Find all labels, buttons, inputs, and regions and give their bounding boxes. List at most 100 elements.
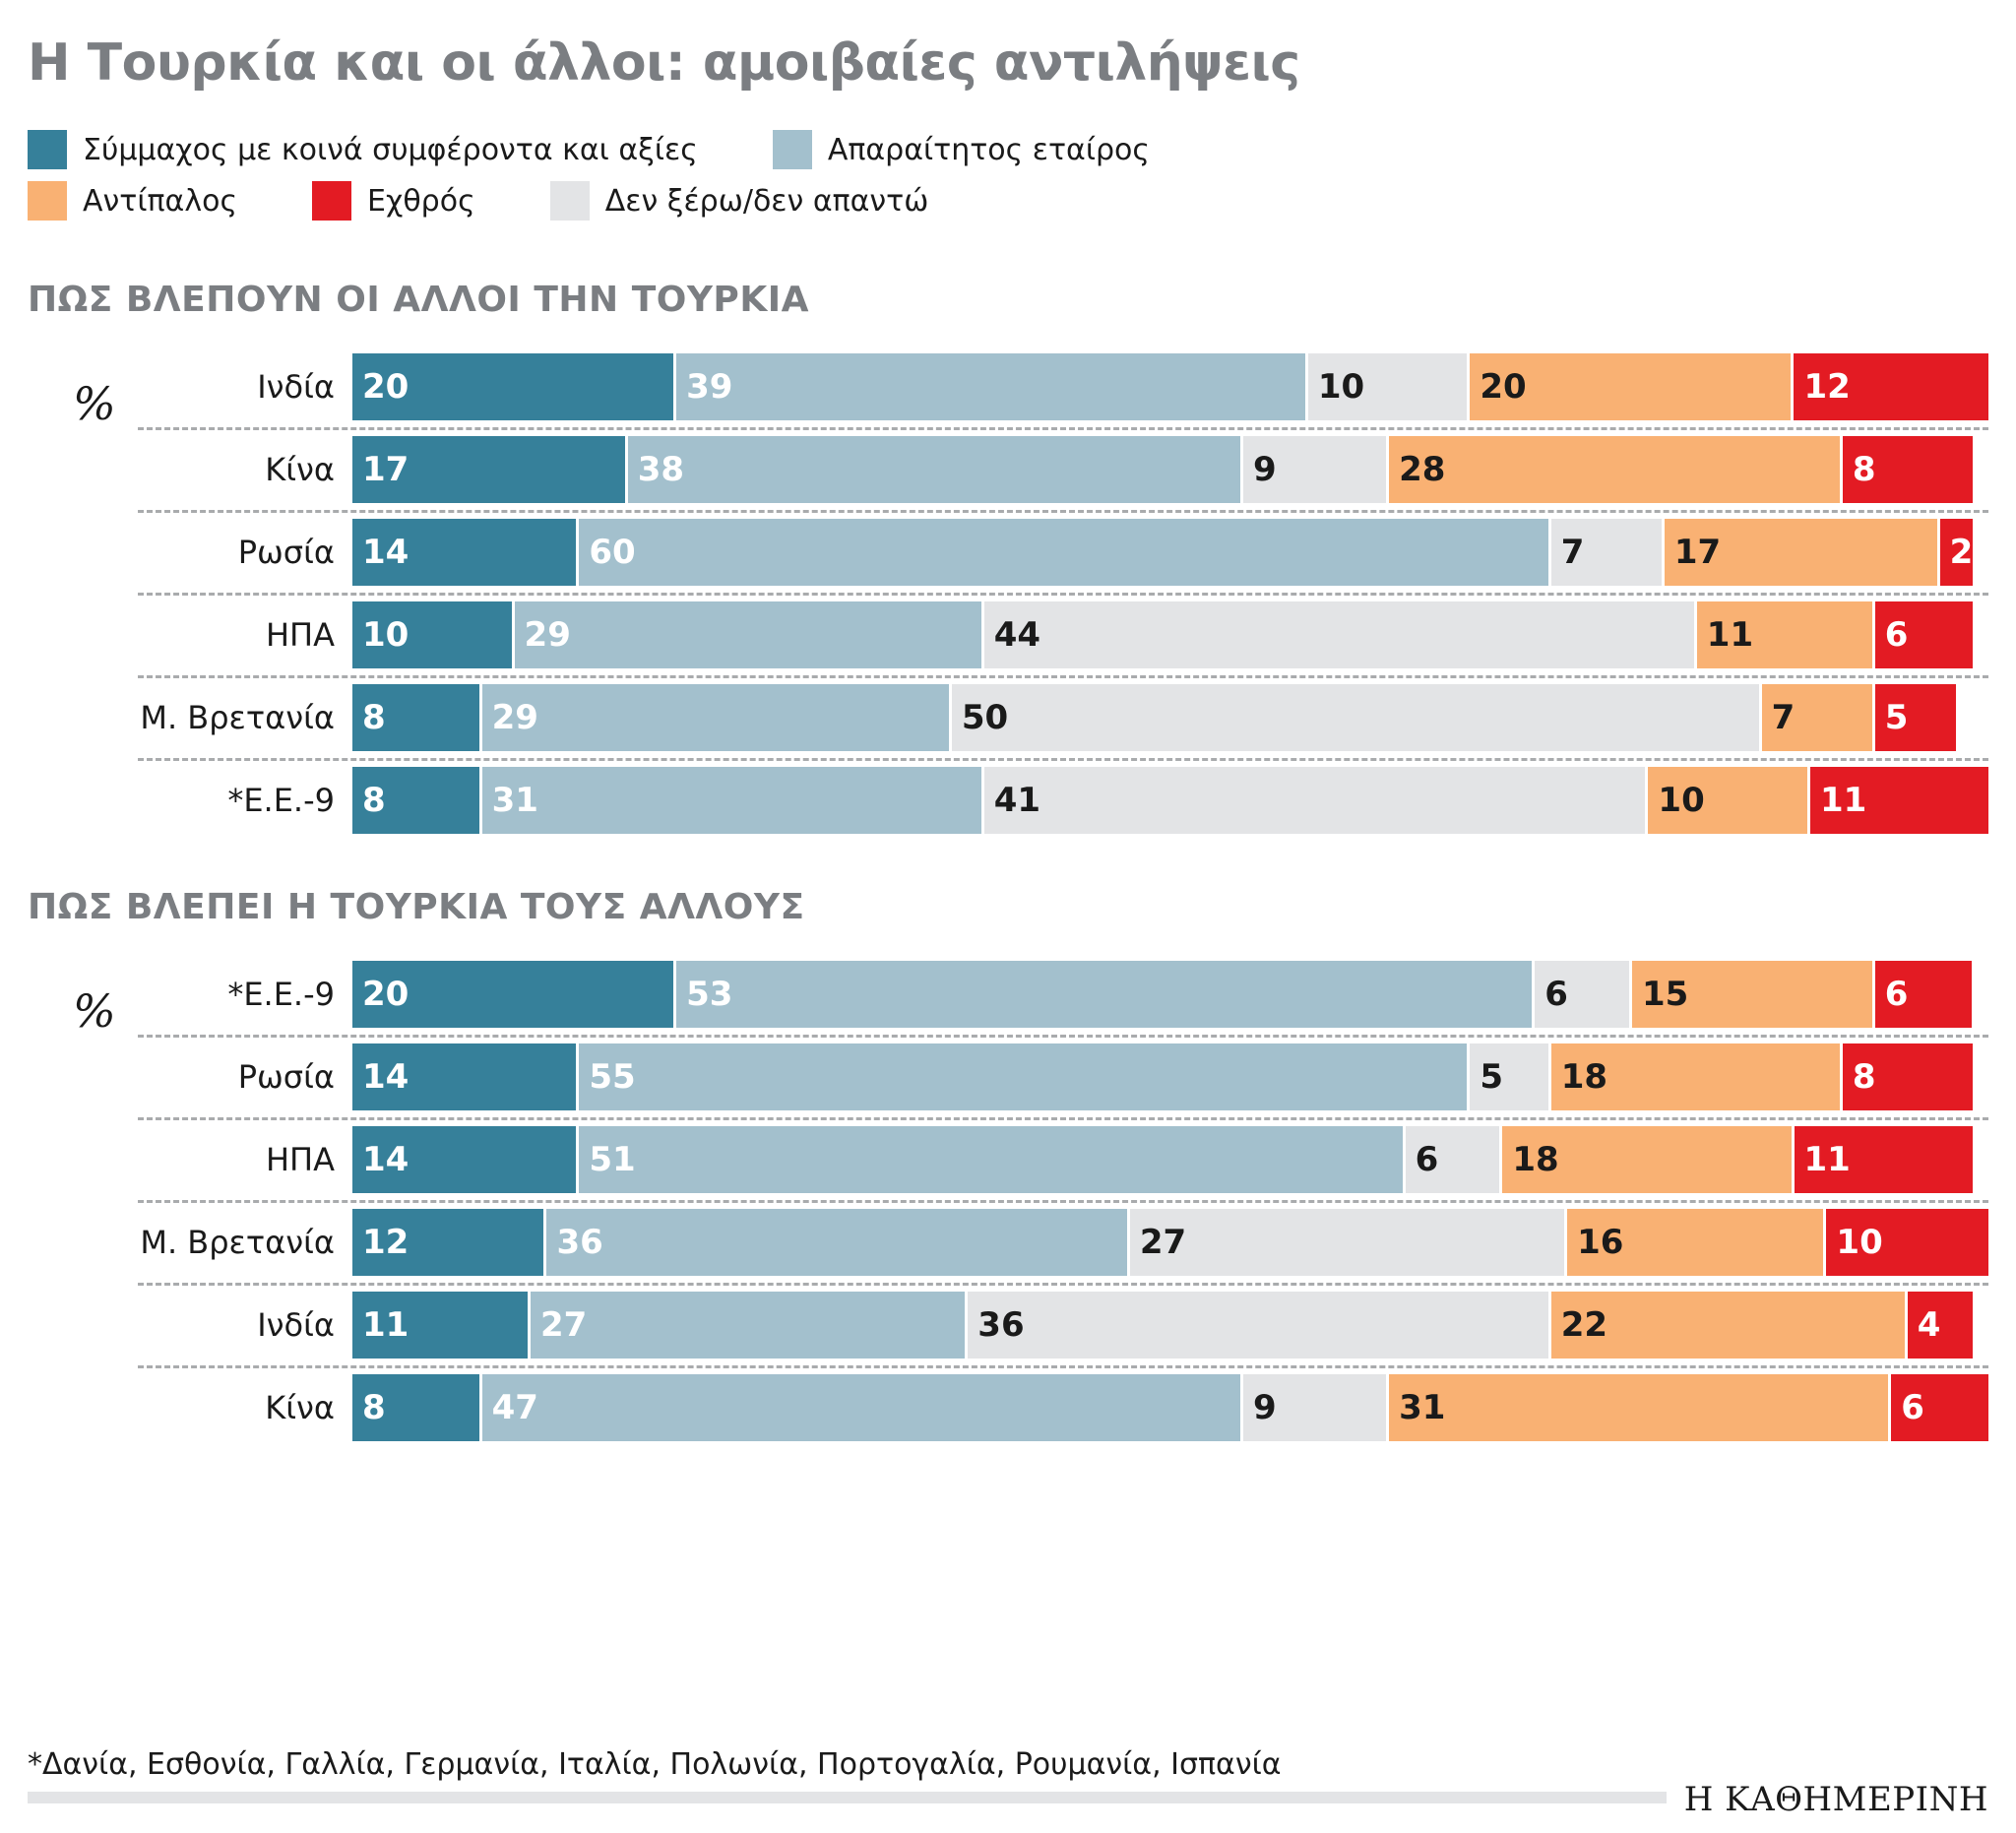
chart-row: ΗΠΑ 14 51 6 18 11 bbox=[28, 1122, 1988, 1197]
bar-value-label: 6 bbox=[1415, 1140, 1439, 1179]
bar-value-label: 6 bbox=[1544, 975, 1568, 1014]
chart-row: ΗΠΑ 10 29 44 11 6 bbox=[28, 598, 1988, 672]
chart-row: Κίνα 8 47 9 31 6 bbox=[28, 1370, 1988, 1445]
bar-segment-dk: 6 bbox=[1535, 961, 1632, 1028]
bar-value-label: 6 bbox=[1884, 615, 1909, 656]
bar-value-label: 6 bbox=[1901, 1388, 1924, 1427]
bar-value-label: 27 bbox=[540, 1305, 588, 1345]
bar-segment-rival: 16 bbox=[1567, 1209, 1827, 1276]
legend-swatch-rival bbox=[28, 181, 67, 221]
bar-segment-partner: 53 bbox=[676, 961, 1536, 1028]
row-divider bbox=[138, 1200, 1988, 1203]
row-label: Κίνα bbox=[265, 1389, 335, 1426]
bar-segment-enemy: 10 bbox=[1826, 1209, 1988, 1276]
bar-value-label: 14 bbox=[362, 1057, 410, 1097]
legend-swatch-dk bbox=[549, 181, 590, 221]
bar-value-label: 2 bbox=[1949, 533, 1973, 573]
chart-row: Ρωσία 14 60 7 17 2 bbox=[28, 515, 1988, 590]
bar-segment-partner: 60 bbox=[579, 519, 1551, 587]
chart-row: Ρωσία 14 55 5 18 8 bbox=[28, 1040, 1988, 1114]
bar-value-label: 11 bbox=[1706, 615, 1754, 656]
bar-value-label: 60 bbox=[589, 533, 636, 573]
legend-swatch-ally bbox=[28, 130, 67, 170]
row-label: Ινδία bbox=[257, 368, 335, 407]
bar-segment-partner: 51 bbox=[579, 1126, 1406, 1193]
bar-segment-dk: 44 bbox=[983, 601, 1697, 669]
row-label: Ρωσία bbox=[237, 1058, 335, 1096]
percent-axis-label-2: % bbox=[73, 984, 116, 1038]
bar-segment-enemy: 8 bbox=[1842, 436, 1973, 504]
row-divider bbox=[138, 1117, 1988, 1120]
bar-segment-enemy: 5 bbox=[1874, 684, 1957, 752]
bar-track: 20 39 10 20 12 bbox=[352, 353, 1988, 421]
chart-row: Μ. Βρετανία 8 29 50 7 5 bbox=[28, 680, 1988, 755]
bar-segment-dk: 6 bbox=[1405, 1126, 1503, 1193]
bar-value-label: 7 bbox=[1560, 533, 1585, 573]
bar-segment-dk: 9 bbox=[1243, 1374, 1390, 1441]
bar-track: 14 60 7 17 2 bbox=[352, 519, 1988, 587]
bar-value-label: 18 bbox=[1512, 1140, 1559, 1179]
bar-segment-ally: 8 bbox=[352, 684, 482, 752]
bar-segment-enemy: 11 bbox=[1794, 1126, 1973, 1193]
bar-segment-rival: 17 bbox=[1664, 519, 1940, 587]
row-label: *Ε.Ε.-9 bbox=[227, 782, 335, 820]
bar-segment-rival: 18 bbox=[1502, 1126, 1795, 1193]
chart-others-view-turkey: % Ινδία 20 39 10 20 12 Κίνα 17 38 9 28 8 Ρωσία 14 60 7 1… bbox=[28, 349, 1988, 838]
row-divider bbox=[138, 1035, 1988, 1038]
row-label: Κίνα bbox=[265, 451, 335, 489]
bar-value-label: 10 bbox=[1836, 1223, 1883, 1262]
legend-item-rival: Αντίπαλος bbox=[28, 181, 237, 221]
bar-value-label: 4 bbox=[1917, 1305, 1941, 1345]
bar-value-label: 36 bbox=[556, 1223, 603, 1262]
bar-value-label: 38 bbox=[637, 450, 685, 490]
bar-segment-rival: 31 bbox=[1389, 1374, 1892, 1441]
legend-label-partner: Απαραίτητος εταίρος bbox=[827, 132, 1150, 167]
bar-segment-dk: 27 bbox=[1129, 1209, 1568, 1276]
bar-segment-rival: 11 bbox=[1696, 601, 1875, 669]
bar-value-label: 31 bbox=[491, 781, 538, 821]
bar-segment-ally: 14 bbox=[352, 519, 580, 587]
bar-track: 17 38 9 28 8 bbox=[352, 436, 1988, 504]
bar-value-label: 20 bbox=[362, 975, 410, 1014]
chart-row: Κίνα 17 38 9 28 8 bbox=[28, 432, 1988, 507]
bar-value-label: 5 bbox=[1480, 1057, 1504, 1097]
bar-segment-ally: 17 bbox=[352, 436, 628, 504]
bar-segment-enemy: 6 bbox=[1891, 1374, 1988, 1441]
bar-value-label: 50 bbox=[961, 698, 1009, 738]
bar-value-label: 17 bbox=[1673, 533, 1722, 573]
legend-row-2: Αντίπαλος Εχθρός Δεν ξέρω/δεν απαντώ bbox=[28, 175, 1988, 226]
legend-label-ally: Σύμμαχος με κοινά συμφέροντα και αξίες bbox=[83, 132, 698, 167]
bar-value-label: 22 bbox=[1560, 1305, 1608, 1345]
bar-segment-partner: 39 bbox=[676, 353, 1308, 421]
row-divider bbox=[138, 510, 1988, 514]
bar-segment-enemy: 6 bbox=[1874, 601, 1973, 669]
bar-segment-ally: 8 bbox=[352, 767, 482, 835]
bar-value-label: 9 bbox=[1253, 450, 1277, 490]
row-divider bbox=[138, 427, 1988, 431]
row-divider bbox=[138, 758, 1988, 762]
bar-segment-rival: 15 bbox=[1631, 961, 1875, 1028]
bar-value-label: 44 bbox=[993, 615, 1041, 656]
bar-segment-dk: 36 bbox=[968, 1292, 1551, 1359]
bar-value-label: 10 bbox=[1317, 367, 1365, 408]
row-label: Ρωσία bbox=[237, 534, 335, 572]
bar-value-label: 6 bbox=[1884, 975, 1909, 1014]
bar-value-label: 9 bbox=[1253, 1388, 1277, 1427]
section-heading-others-view-turkey: ΠΩΣ ΒΛΕΠΟΥΝ ΟΙ ΑΛΛΟΙ ΤΗΝ ΤΟΥΡΚΙΑ bbox=[28, 280, 809, 321]
bar-value-label: 12 bbox=[1803, 367, 1851, 408]
bar-segment-partner: 29 bbox=[481, 684, 952, 752]
bar-track: 20 53 6 15 6 bbox=[352, 961, 1988, 1028]
bar-track: 11 27 36 22 4 bbox=[352, 1292, 1988, 1359]
bar-value-label: 11 bbox=[1819, 781, 1867, 821]
bar-track: 12 36 27 16 10 bbox=[352, 1209, 1988, 1276]
footnote: *Δανία, Εσθονία, Γαλλία, Γερμανία, Ιταλί… bbox=[28, 1746, 1282, 1782]
bar-track: 14 55 5 18 8 bbox=[352, 1043, 1988, 1110]
bar-value-label: 7 bbox=[1771, 698, 1796, 738]
bar-segment-ally: 14 bbox=[352, 1043, 580, 1110]
bar-segment-dk: 7 bbox=[1550, 519, 1665, 587]
bar-value-label: 20 bbox=[1480, 367, 1527, 408]
bar-value-label: 11 bbox=[362, 1305, 410, 1345]
row-label: *Ε.Ε.-9 bbox=[227, 976, 335, 1013]
bar-value-label: 12 bbox=[362, 1223, 410, 1262]
bar-value-label: 10 bbox=[362, 615, 410, 656]
